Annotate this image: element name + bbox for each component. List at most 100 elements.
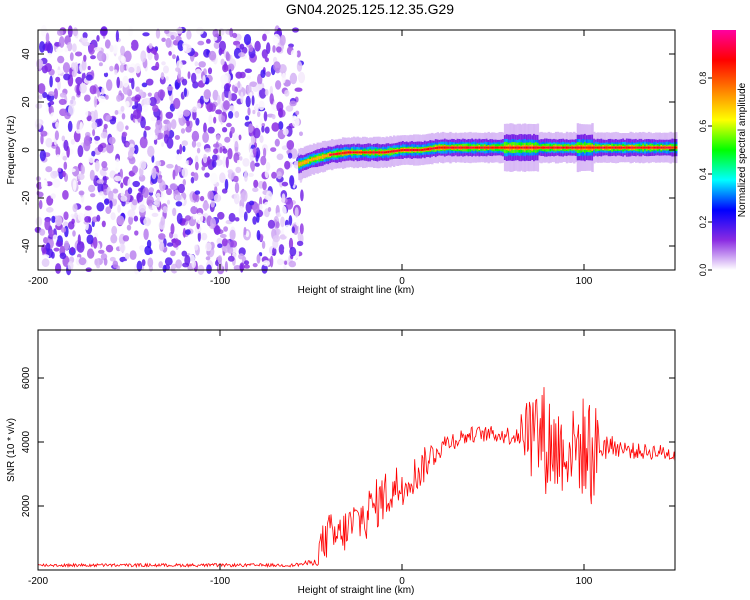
noise-blob (117, 204, 121, 213)
colorbar-tick-label: 0.4 (698, 168, 708, 181)
spectrogram-x-ticks: -200 -100 0 100 (28, 30, 593, 287)
signal-trace-core (341, 152, 345, 155)
noise-blob (252, 147, 257, 158)
signal-trace-core (351, 151, 354, 154)
signal-trace-core (400, 149, 403, 152)
signal-trace-core (460, 146, 463, 149)
signal-trace-core (667, 146, 671, 149)
noise-blob (77, 212, 85, 222)
noise-blob (182, 179, 186, 186)
signal-trace-core (489, 146, 492, 149)
noise-blob (163, 65, 169, 74)
noise-blob (260, 155, 267, 166)
noise-blob (185, 215, 191, 221)
noise-blob (260, 69, 266, 78)
noise-blob (181, 167, 189, 178)
noise-blob (220, 74, 229, 85)
signal-trace-core (547, 146, 551, 149)
signal-trace-core (533, 146, 536, 149)
noise-blob (281, 181, 289, 187)
noise-blob (143, 228, 149, 241)
signal-trace-core (538, 146, 541, 149)
noise-blob (248, 44, 254, 53)
noise-blob (116, 121, 124, 132)
x-tick-label: 100 (576, 276, 593, 287)
noise-blob (199, 195, 205, 202)
noise-blob (153, 48, 157, 56)
noise-blob (177, 183, 185, 194)
noise-blob (283, 247, 290, 254)
noise-blob (275, 80, 282, 90)
noise-blob (281, 72, 286, 84)
noise-blob (232, 32, 238, 39)
noise-blob (228, 111, 234, 119)
noise-blob (108, 136, 116, 145)
signal-trace-core (636, 146, 640, 149)
noise-blob (224, 136, 231, 143)
noise-blob (232, 133, 239, 144)
noise-blob (206, 102, 214, 113)
noise-blob (36, 59, 44, 69)
noise-blob (93, 47, 102, 52)
noise-blob (198, 61, 206, 68)
signal-trace-core (584, 146, 587, 149)
noise-blob (140, 116, 146, 129)
signal-trace-core (398, 149, 401, 152)
x-tick-label: 0 (399, 576, 405, 587)
signal-trace-core (449, 146, 452, 149)
noise-blob (177, 109, 184, 119)
noise-blob (185, 126, 192, 133)
noise-blob (132, 165, 139, 174)
noise-blob (300, 189, 304, 202)
noise-blob (49, 75, 53, 88)
y-tick-label: 20 (21, 96, 32, 108)
noise-blob (296, 61, 303, 72)
noise-blob (84, 107, 89, 118)
signal-trace-core (456, 146, 460, 149)
noise-blob (262, 260, 270, 267)
noise-blob (241, 190, 248, 202)
noise-blob (75, 51, 83, 57)
noise-blob (186, 119, 190, 127)
signal-trace-core (396, 149, 399, 152)
noise-blob (62, 170, 66, 178)
noise-blob (146, 195, 154, 206)
noise-blob (208, 50, 217, 61)
noise-blob (186, 30, 192, 40)
noise-blob (151, 154, 155, 163)
noise-blob (130, 39, 139, 51)
noise-blob (265, 161, 271, 171)
noise-blob (181, 250, 188, 257)
signal-trace-core (436, 146, 440, 149)
signal-trace-core (556, 146, 560, 149)
noise-blob (104, 94, 109, 100)
snr-series-line (37, 387, 676, 569)
signal-trace-core (609, 146, 612, 149)
noise-blob (57, 29, 64, 36)
snr-frame (37, 329, 676, 571)
noise-blob (252, 216, 257, 225)
noise-blob (126, 224, 132, 231)
noise-blob (245, 95, 251, 108)
noise-blob (97, 95, 106, 103)
noise-blob (155, 192, 161, 198)
noise-blob (249, 92, 253, 98)
noise-blob (96, 35, 100, 42)
signal-trace-core (314, 157, 318, 160)
noise-blob (134, 63, 142, 74)
noise-blob (238, 134, 242, 141)
noise-blob (251, 95, 255, 106)
snr-y-axis-label: SNR (10 * v/v) (6, 418, 17, 482)
noise-blob (120, 182, 124, 189)
noise-blob (141, 259, 146, 267)
noise-blob (267, 219, 275, 229)
noise-blob (176, 212, 183, 225)
noise-blob (67, 120, 73, 132)
noise-blob (180, 128, 186, 134)
noise-blob (69, 99, 77, 107)
signal-trace-core (354, 151, 358, 154)
noise-blob (119, 64, 125, 73)
noise-blob (46, 207, 54, 213)
signal-trace-core (531, 146, 534, 149)
noise-blob (200, 232, 208, 241)
